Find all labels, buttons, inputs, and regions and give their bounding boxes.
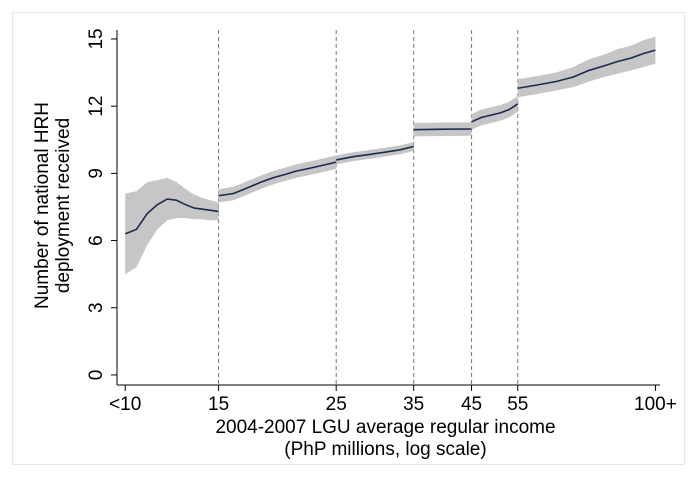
x-tick-label: 55 xyxy=(507,394,528,415)
y-tick-label: 0 xyxy=(86,370,107,381)
y-tick-label: 3 xyxy=(86,302,107,313)
x-axis-label: (PhP millions, log scale) xyxy=(284,439,486,460)
y-axis-label: deployment received xyxy=(53,118,74,293)
x-tick-label: 45 xyxy=(461,394,482,415)
y-tick-label: 9 xyxy=(86,168,107,179)
x-tick-label: 15 xyxy=(208,394,229,415)
x-tick-label: 25 xyxy=(326,394,347,415)
y-tick-label: 12 xyxy=(86,96,107,117)
x-tick-label: <10 xyxy=(109,394,141,415)
frame xyxy=(12,12,685,465)
y-tick-label: 6 xyxy=(86,235,107,246)
line xyxy=(124,49,656,235)
confidence-band xyxy=(125,36,656,275)
x-axis-label: 2004-2007 LGU average regular income xyxy=(215,417,555,438)
y-tick-label: 15 xyxy=(86,28,107,49)
x-tick-label: 35 xyxy=(403,394,424,415)
x-tick-label: 100+ xyxy=(634,394,677,415)
y-axis-label: Number of national HRH xyxy=(32,102,53,309)
